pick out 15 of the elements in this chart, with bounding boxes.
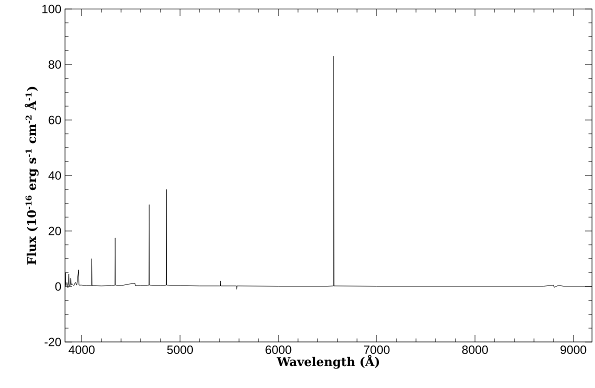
x-tick-label: 7000 xyxy=(364,346,390,354)
x-tick-label: 4000 xyxy=(68,346,95,354)
x-tick-label: 6000 xyxy=(266,346,292,354)
text: Flux (10$^{-16}$ erg s$^{-1}$ cm$^{-2}$ Å$^{-1}$) xyxy=(24,86,39,265)
x-axis-title: Wavelength (Å) xyxy=(276,354,379,369)
y-tick-label: 60 xyxy=(48,116,62,124)
y-tick-label: 40 xyxy=(48,171,62,180)
x-tick-label: 9000 xyxy=(560,346,586,354)
y-tick-label: 80 xyxy=(48,60,62,69)
y-tick-label: 0 xyxy=(55,282,62,291)
y-tick-label: 20 xyxy=(48,226,62,236)
x-tick-label: 5000 xyxy=(167,346,193,354)
x-tick-label: 8000 xyxy=(462,346,488,354)
y-tick-label: 100 xyxy=(42,4,62,14)
y-tick-label: -20 xyxy=(44,338,62,346)
